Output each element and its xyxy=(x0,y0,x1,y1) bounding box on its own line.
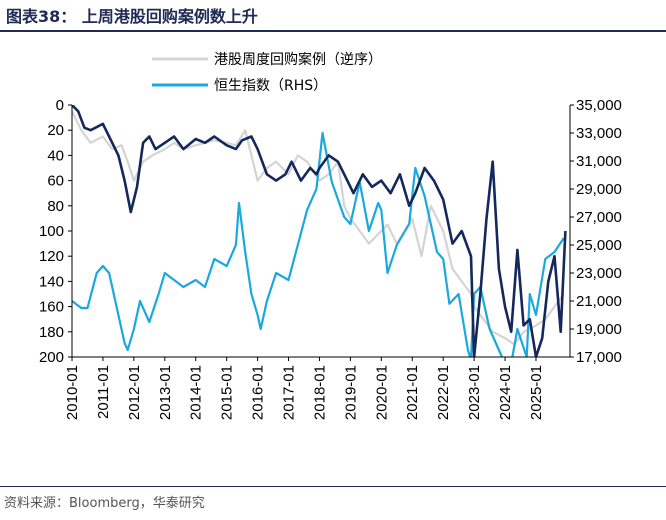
x-tick-label: 2010-01 xyxy=(64,365,81,420)
legend-buyback-label: 港股周度回购案例（逆序） xyxy=(214,51,382,68)
x-tick-label: 2025-01 xyxy=(528,365,545,420)
left-tick-label: 120 xyxy=(39,248,64,265)
x-tick-label: 2013-01 xyxy=(157,365,174,420)
right-tick-label: 21,000 xyxy=(576,293,622,310)
legend-hsi-label: 恒生指数（RHS） xyxy=(214,78,327,94)
right-tick-label: 33,000 xyxy=(576,125,622,142)
series-buyback-line xyxy=(72,110,565,346)
x-tick-label: 2024-01 xyxy=(497,365,514,420)
left-tick-label: 60 xyxy=(47,173,64,190)
x-tick-label: 2022-01 xyxy=(435,365,452,420)
x-tick-label: 2017-01 xyxy=(281,365,298,420)
x-tick-label: 2016-01 xyxy=(250,365,267,420)
right-tick-label: 29,000 xyxy=(576,181,622,198)
left-tick-label: 180 xyxy=(39,324,64,341)
x-tick-label: 2014-01 xyxy=(188,365,205,420)
series-buyback-ma-line xyxy=(72,105,567,357)
left-tick-label: 20 xyxy=(47,122,64,139)
x-tick-label: 2019-01 xyxy=(342,365,359,420)
left-tick-label: 0 xyxy=(56,97,64,114)
x-tick-label: 2012-01 xyxy=(126,365,143,420)
series-hsi-line xyxy=(72,131,565,357)
x-tick-label: 2018-01 xyxy=(311,365,328,420)
right-tick-label: 17,000 xyxy=(576,349,622,366)
right-tick-label: 19,000 xyxy=(576,321,622,338)
x-tick-label: 2021-01 xyxy=(404,365,421,420)
x-tick-label: 2020-01 xyxy=(373,365,390,420)
left-tick-label: 80 xyxy=(47,198,64,215)
x-tick-label: 2011-01 xyxy=(95,365,112,419)
right-tick-label: 25,000 xyxy=(576,237,622,254)
right-tick-label: 35,000 xyxy=(576,97,622,114)
left-tick-label: 140 xyxy=(39,273,64,290)
source-rule xyxy=(0,486,666,487)
right-tick-label: 31,000 xyxy=(576,153,622,170)
x-tick-label: 2015-01 xyxy=(219,365,236,420)
title-rule xyxy=(0,30,666,32)
figure-title: 图表38： 上周港股回购案例数上升 xyxy=(6,7,258,26)
source-note: 资料来源：Bloomberg，华泰研究 xyxy=(4,496,205,511)
right-tick-label: 27,000 xyxy=(576,209,622,226)
right-tick-label: 23,000 xyxy=(576,265,622,282)
left-tick-label: 160 xyxy=(39,299,64,316)
x-tick-label: 2023-01 xyxy=(466,365,483,420)
left-tick-label: 100 xyxy=(39,223,64,240)
chart: 0 20 40 60 80 100 120 140 160 180 200 17,000 19,000 2… xyxy=(39,51,622,420)
left-tick-label: 200 xyxy=(39,349,64,366)
left-tick-label: 40 xyxy=(47,147,64,164)
